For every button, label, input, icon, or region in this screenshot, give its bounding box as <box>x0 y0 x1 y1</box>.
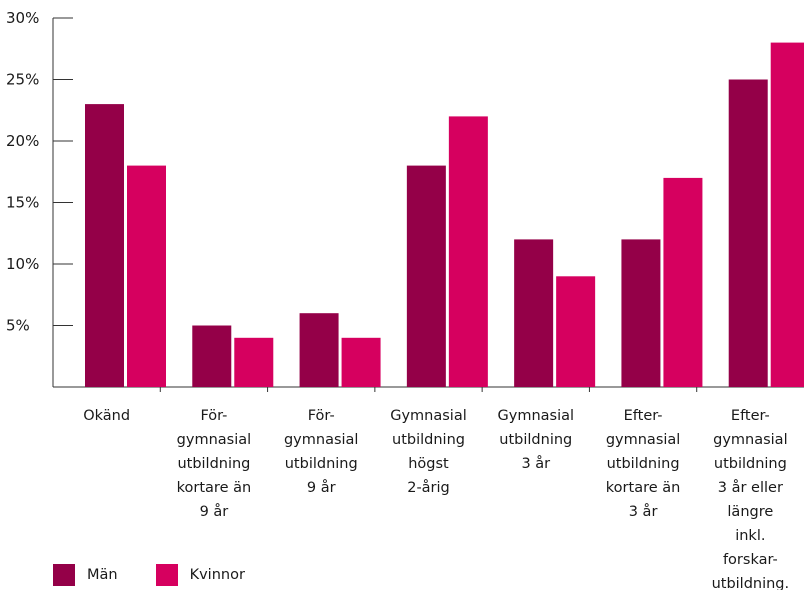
bar-kvinnor <box>234 337 274 387</box>
legend-item-kvinnor: Kvinnor <box>155 564 245 586</box>
legend-swatch-man <box>53 564 75 586</box>
bar-man <box>514 239 554 387</box>
x-category-label: För-gymnasial utbildning kortare än 9 år <box>177 408 252 520</box>
bar-kvinnor <box>341 337 381 387</box>
y-tick-label: 15% <box>6 194 39 212</box>
bar-kvinnor <box>663 177 703 387</box>
bar-man <box>85 104 124 387</box>
y-tick-label: 10% <box>6 255 39 273</box>
bar-kvinnor <box>448 116 488 388</box>
x-category-label: Efter-gymnasial utbildning kortare än 3 år <box>606 408 681 520</box>
y-tick-label: 5% <box>6 317 30 335</box>
x-category-label: För-gymnasial utbildning 9 år <box>284 408 358 496</box>
x-category-label: Efter-gymnasial utbildning 3 år eller längr… <box>712 408 790 590</box>
legend: Män Kvinnor <box>53 564 283 586</box>
legend-item-man: Män <box>53 564 118 586</box>
axes: 30% 25% 20% 15% 10% 5% <box>6 9 804 392</box>
legend-label-man: Män <box>87 567 118 583</box>
bar-man <box>299 313 339 387</box>
bar-man <box>728 79 768 387</box>
bar-kvinnor <box>556 276 596 387</box>
bar-man <box>406 165 446 387</box>
bars <box>85 42 804 388</box>
bar-man <box>621 239 661 387</box>
x-category-label: Gymnasial utbildning 3 år <box>498 408 575 472</box>
category-labels: Okänd För-gymnasial utbildning kortare än 9 … <box>83 408 789 590</box>
x-category-label: Okänd <box>83 408 130 424</box>
y-tick-label: 25% <box>6 71 39 89</box>
bar-kvinnor <box>770 42 804 387</box>
bar-kvinnor <box>127 165 166 387</box>
legend-swatch-kvinnor <box>155 564 178 586</box>
y-tick-label: 30% <box>6 9 39 27</box>
y-tick-label: 20% <box>6 132 39 150</box>
legend-label-kvinnor: Kvinnor <box>189 567 245 583</box>
bar-man <box>192 325 232 387</box>
x-category-label: Gymnasial utbildning högst 2-årig <box>390 408 467 496</box>
